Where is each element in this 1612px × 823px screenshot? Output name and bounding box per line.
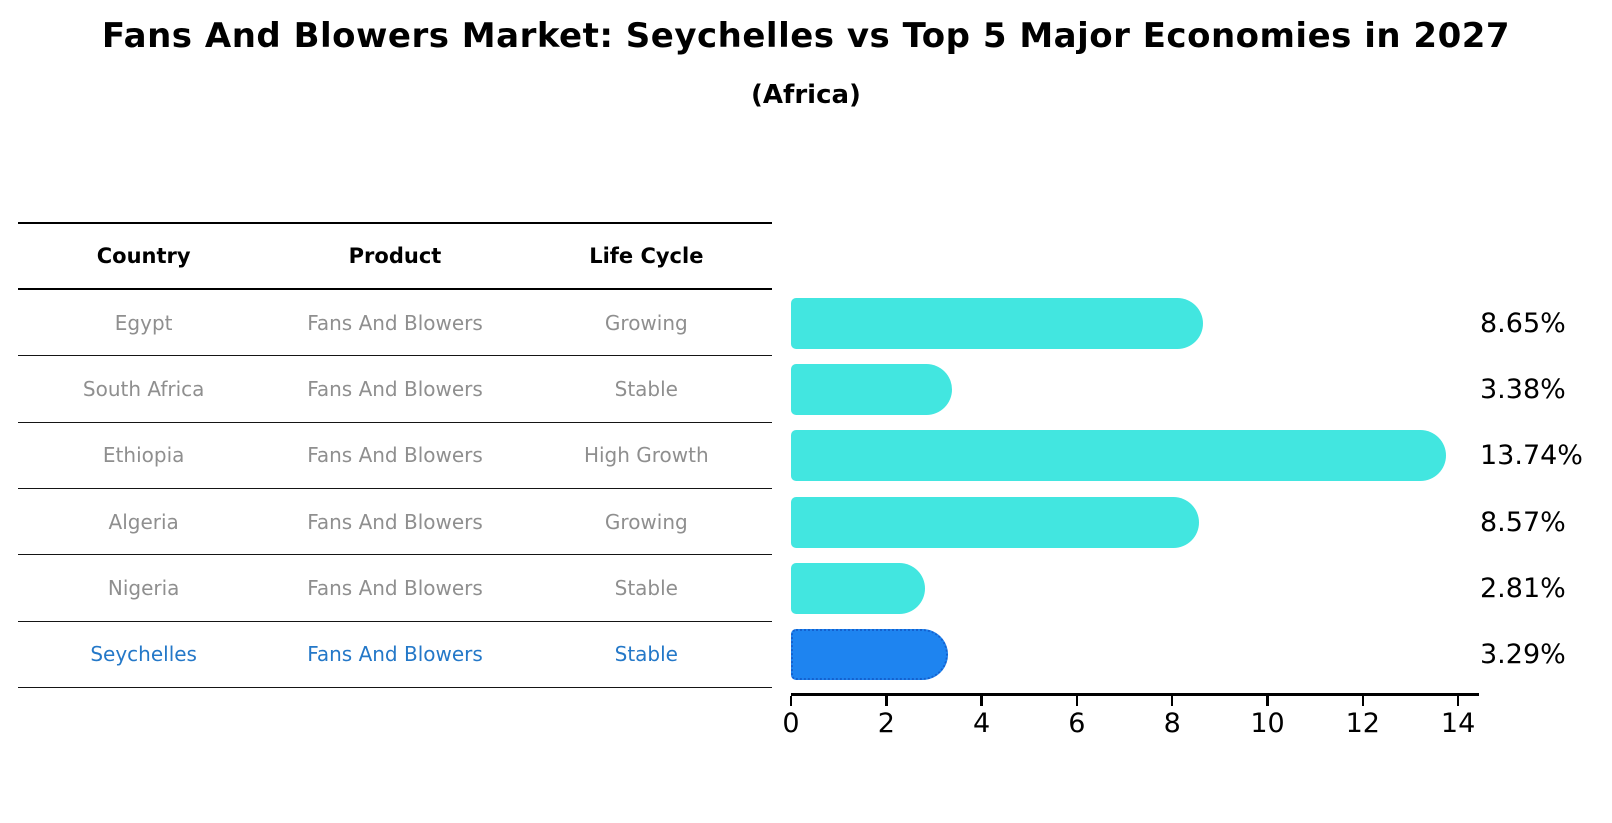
value-label-south-africa: 3.38% <box>1480 373 1566 405</box>
cell-country: South Africa <box>82 376 205 401</box>
cell-product: Fans And Blowers <box>307 642 483 667</box>
bar-south-africa <box>791 363 953 415</box>
cell-product: Fans And Blowers <box>307 575 483 600</box>
cell-country: Nigeria <box>107 575 180 600</box>
chart-title: Fans And Blowers Market: Seychelles vs T… <box>101 16 1511 56</box>
header-country: Country <box>96 244 191 268</box>
cell-country: Seychelles <box>90 642 197 667</box>
country-table: Country Product Life Cycle Egypt Fans An… <box>18 222 772 688</box>
x-axis-line <box>791 693 1479 696</box>
cell-life-cycle: Stable <box>614 376 678 401</box>
cell-life-cycle: Growing <box>604 509 688 534</box>
table-row-ethiopia: Ethiopia Fans And Blowers High Growth <box>18 423 772 489</box>
x-tick-label: 0 <box>782 708 800 739</box>
bar-ethiopia <box>791 430 1446 482</box>
cell-life-cycle: High Growth <box>583 443 709 468</box>
cell-product: Fans And Blowers <box>307 310 483 335</box>
chart-subtitle: (Africa) <box>751 80 861 110</box>
x-axis: 0 2 4 6 8 10 12 14 <box>782 693 1479 753</box>
header-product: Product <box>348 244 442 268</box>
cell-life-cycle: Stable <box>614 642 678 667</box>
value-label-seychelles: 3.29% <box>1480 639 1566 671</box>
header-life-cycle: Life Cycle <box>589 244 704 268</box>
bar-chart <box>791 290 1479 688</box>
table-row-nigeria: Nigeria Fans And Blowers Stable <box>18 555 772 622</box>
bar-egypt <box>791 297 1204 349</box>
cell-country: Ethiopia <box>102 443 185 468</box>
cell-product: Fans And Blowers <box>307 509 483 534</box>
x-tick-label: 12 <box>1345 708 1380 739</box>
table-header-row: Country Product Life Cycle <box>18 222 772 290</box>
x-tick-label: 6 <box>1068 708 1086 739</box>
cell-country: Algeria <box>108 509 179 534</box>
bar-algeria <box>791 496 1200 548</box>
value-labels: 8.65% 3.38% 13.74% 8.57% 2.81% 3.29% <box>1480 290 1583 688</box>
x-tick-label: 4 <box>973 708 991 739</box>
table-row-egypt: Egypt Fans And Blowers Growing <box>18 290 772 357</box>
cell-country: Egypt <box>114 310 173 335</box>
value-label-algeria: 8.57% <box>1480 506 1566 538</box>
x-tick-label: 8 <box>1163 708 1181 739</box>
table-row-algeria: Algeria Fans And Blowers Growing <box>18 489 772 556</box>
x-tick-label: 2 <box>877 708 895 739</box>
value-label-ethiopia: 13.74% <box>1480 440 1583 472</box>
cell-life-cycle: Growing <box>604 310 688 335</box>
bar-seychelles <box>791 629 948 681</box>
table-row-south-africa: South Africa Fans And Blowers Stable <box>18 356 772 423</box>
cell-product: Fans And Blowers <box>307 443 483 468</box>
value-label-egypt: 8.65% <box>1480 307 1566 339</box>
x-tick-label: 14 <box>1440 708 1476 739</box>
table-row-seychelles: Seychelles Fans And Blowers Stable <box>18 622 772 688</box>
x-tick-label: 10 <box>1250 708 1285 739</box>
cell-product: Fans And Blowers <box>307 376 483 401</box>
value-label-nigeria: 2.81% <box>1480 572 1566 604</box>
cell-life-cycle: Stable <box>614 575 678 600</box>
bar-nigeria <box>791 562 925 614</box>
